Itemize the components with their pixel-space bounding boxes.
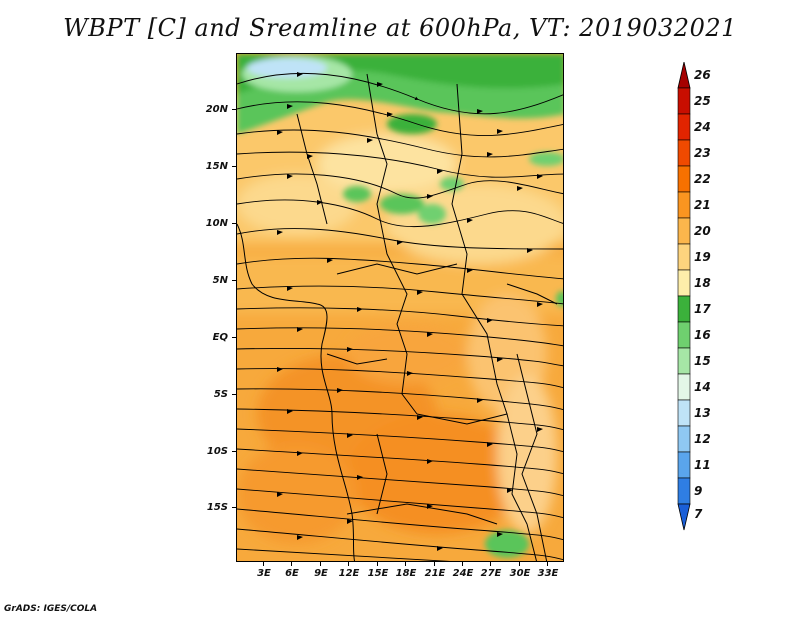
colorbar-cell (677, 451, 691, 479)
lat-label-5s: 5S (213, 389, 228, 400)
lon-tick (462, 562, 463, 566)
streamline-arrows (277, 72, 543, 551)
lat-tick (232, 451, 236, 452)
lat-tick (232, 109, 236, 110)
lat-tick (232, 337, 236, 338)
lon-label-12e: 12E (338, 568, 360, 579)
lon-label-18e: 18E (395, 568, 417, 579)
lon-tick (377, 562, 378, 566)
lat-label-5n: 5N (212, 275, 228, 286)
colorbar-label: 9 (694, 484, 703, 498)
lon-tick (405, 562, 406, 566)
colorbar-cell (677, 243, 691, 271)
lat-tick (232, 394, 236, 395)
colorbar-cell (677, 347, 691, 375)
lon-label-6e: 6E (285, 568, 299, 579)
colorbar-cell (677, 399, 691, 427)
colorbar-cell (677, 87, 691, 115)
colorbar-label: 23 (694, 146, 711, 160)
colorbar-label: 15 (694, 354, 711, 368)
lon-label-24e: 24E (452, 568, 474, 579)
map-plot-area (236, 53, 564, 562)
wbpt-field-map (237, 54, 563, 561)
colorbar-cells (677, 62, 691, 531)
colorbar-label: 24 (694, 120, 711, 134)
colorbar-top-triangle (677, 62, 691, 89)
lon-label-27e: 27E (480, 568, 502, 579)
lon-tick (291, 562, 292, 566)
lon-label-9e: 9E (314, 568, 328, 579)
country-borders (237, 73, 558, 561)
lon-tick (263, 562, 264, 566)
lon-tick (519, 562, 520, 566)
colorbar-label: 14 (694, 380, 711, 394)
colorbar-cell (677, 113, 691, 141)
lat-tick (232, 507, 236, 508)
colorbar-label: 16 (694, 328, 711, 342)
lat-label-20n: 20N (205, 104, 228, 115)
lon-tick (434, 562, 435, 566)
colorbar-cell (677, 217, 691, 245)
colorbar-label: 19 (694, 250, 711, 264)
lat-label-15s: 15S (206, 502, 228, 513)
colorbar-bottom-triangle (677, 503, 691, 531)
colorbar-label: 20 (694, 224, 711, 238)
lon-label-3e: 3E (257, 568, 271, 579)
lat-label-10n: 10N (205, 218, 228, 229)
lon-tick (490, 562, 491, 566)
lon-tick (320, 562, 321, 566)
lat-label-eq: EQ (212, 332, 228, 343)
colorbar (677, 62, 691, 531)
lat-tick (232, 280, 236, 281)
lat-label-10s: 10S (206, 446, 228, 457)
colorbar-cell (677, 373, 691, 401)
colorbar-label: 25 (694, 94, 711, 108)
colorbar-cell (677, 425, 691, 453)
lon-label-30e: 30E (509, 568, 531, 579)
colorbar-label: 22 (694, 172, 711, 186)
colorbar-cell (677, 191, 691, 219)
colorbar-cell (677, 295, 691, 323)
streamlines (237, 72, 563, 561)
colorbar-label: 21 (694, 198, 711, 212)
chart-title: WBPT [C] and Sreamline at 600hPa, VT: 20… (63, 14, 737, 42)
colorbar-label: 26 (694, 68, 711, 82)
colorbar-cell (677, 477, 691, 505)
colorbar-label: 18 (694, 276, 711, 290)
lat-tick (232, 166, 236, 167)
colorbar-label: 17 (694, 302, 711, 316)
colorbar-label: 12 (694, 432, 711, 446)
lat-label-15n: 15N (205, 161, 228, 172)
lon-tick (348, 562, 349, 566)
colorbar-label: 11 (694, 458, 711, 472)
lat-tick (232, 223, 236, 224)
colorbar-label: 7 (694, 507, 703, 522)
colorbar-label: 13 (694, 406, 711, 420)
lon-tick (547, 562, 548, 566)
colorbar-cell (677, 269, 691, 297)
colorbar-cell (677, 321, 691, 349)
footer-credit: GrADS: IGES/COLA (4, 604, 98, 614)
lon-label-15e: 15E (367, 568, 389, 579)
lon-label-21e: 21E (424, 568, 446, 579)
lon-label-33e: 33E (537, 568, 559, 579)
colorbar-cell (677, 165, 691, 193)
colorbar-cell (677, 139, 691, 167)
